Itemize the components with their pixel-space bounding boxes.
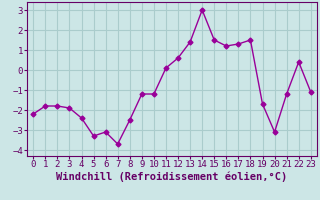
X-axis label: Windchill (Refroidissement éolien,°C): Windchill (Refroidissement éolien,°C) [56, 172, 288, 182]
